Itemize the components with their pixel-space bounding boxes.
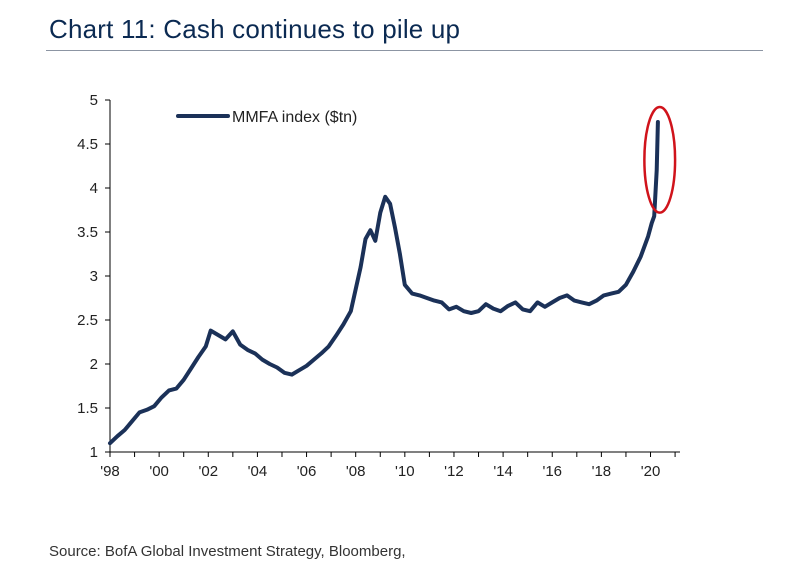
y-tick-label: 1 <box>90 444 98 461</box>
x-tick-label: '12 <box>444 463 464 480</box>
y-tick-label: 4.5 <box>77 136 98 153</box>
chart-title: Chart 11: Cash continues to pile up <box>49 14 461 44</box>
legend: MMFA index ($tn) <box>176 109 357 126</box>
x-tick-label: '16 <box>542 463 562 480</box>
y-tick-label: 1.5 <box>77 400 98 417</box>
x-tick-label: '20 <box>641 463 661 480</box>
legend-label: MMFA index ($tn) <box>232 109 357 126</box>
axes-group: 1 1.5 2 2.5 3 3.5 4 4.5 5 '98 '00 '02 '04 '06 '08 '10 '1… <box>77 92 680 480</box>
x-tick-label: '02 <box>198 463 218 480</box>
source-note: Source: BofA Global Investment Strategy,… <box>49 543 406 560</box>
x-tick-label: '00 <box>149 463 169 480</box>
title-divider <box>46 50 763 51</box>
x-tick-label: '04 <box>248 463 268 480</box>
x-tick-label: '14 <box>493 463 513 480</box>
x-tick-label: '98 <box>100 463 120 480</box>
x-tick-label: '18 <box>592 463 612 480</box>
y-tick-label: 2.5 <box>77 312 98 329</box>
y-tick-label: 5 <box>90 92 98 109</box>
x-tick-label: '06 <box>297 463 317 480</box>
mmfa-series-line <box>108 120 660 446</box>
y-tick-label: 4 <box>90 180 98 197</box>
x-tick-label: '08 <box>346 463 366 480</box>
highlight-ellipse <box>643 105 677 214</box>
y-tick-label: 2 <box>90 356 98 373</box>
y-tick-label: 3.5 <box>77 224 98 241</box>
x-tick-label: '10 <box>395 463 415 480</box>
y-tick-label: 3 <box>90 268 98 285</box>
plot-group <box>108 105 677 446</box>
